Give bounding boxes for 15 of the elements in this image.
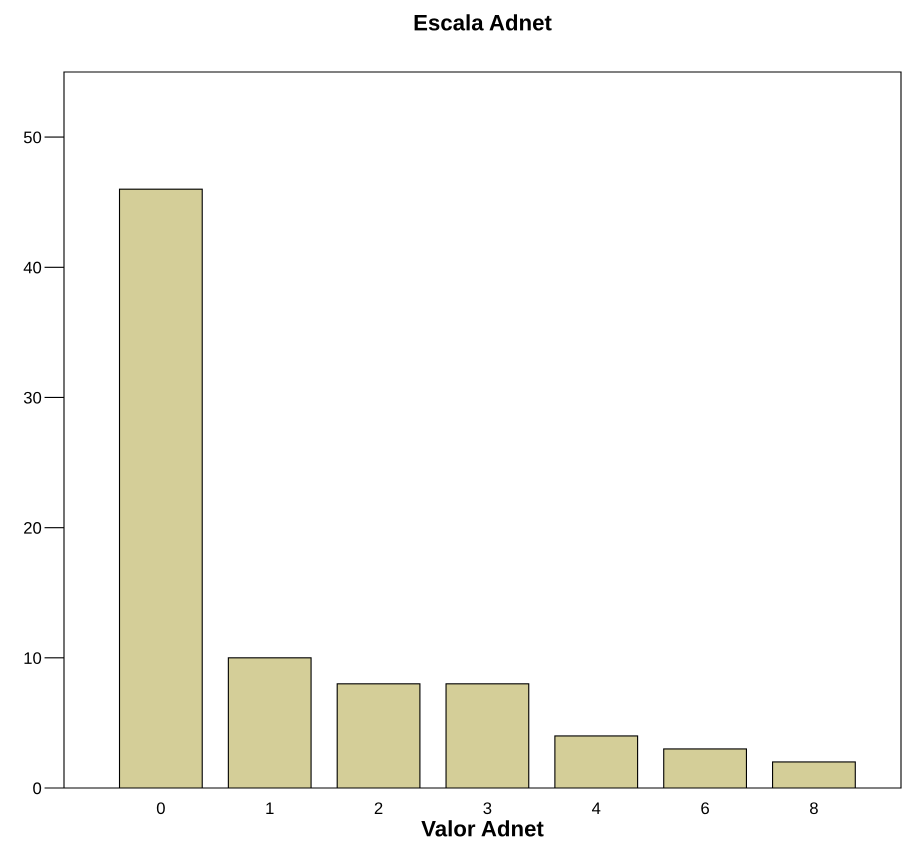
x-tick-label: 6 (701, 802, 709, 814)
x-axis-title: Valor Adnet (421, 820, 544, 837)
chart-title: Escala Adnet (414, 14, 552, 31)
y-tick-label: 30 (24, 392, 42, 404)
x-tick-label: 1 (266, 802, 274, 814)
y-tick-label: 20 (24, 522, 42, 534)
x-tick-label: 8 (810, 802, 818, 814)
y-tick-label: 10 (24, 652, 42, 664)
x-tick-label: 0 (156, 802, 165, 814)
y-tick-label: 40 (24, 262, 42, 274)
y-tick-label: 50 (24, 131, 42, 144)
x-tick-label: 2 (374, 802, 382, 814)
x-tick-label: 3 (483, 802, 492, 814)
y-tick-label: 0 (33, 782, 42, 794)
x-tick-label: 4 (592, 802, 600, 814)
